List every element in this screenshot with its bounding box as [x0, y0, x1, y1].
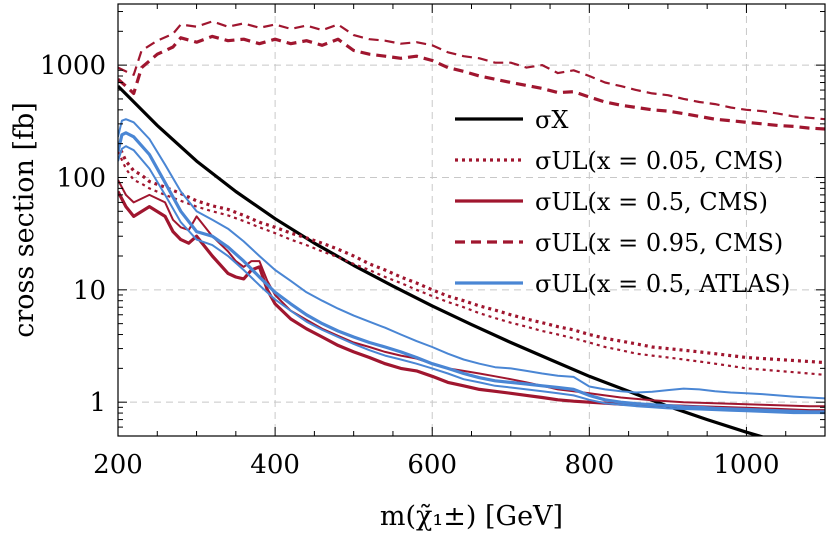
y-tick-label: 1000: [40, 51, 106, 81]
legend-label-0: σX: [535, 106, 568, 134]
series-line-4: [118, 151, 825, 376]
legend-label-1: σUL(x = 0.05, CMS): [535, 147, 783, 175]
y-tick-label: 100: [56, 163, 106, 193]
series-line-7: [118, 131, 825, 414]
legend-label-3: σUL(x = 0.95, CMS): [535, 229, 783, 257]
x-tick-label: 400: [250, 450, 300, 480]
series-line-2: [118, 34, 825, 131]
series-line-8: [118, 118, 825, 400]
y-tick-label: 10: [73, 276, 106, 306]
series-line-3: [118, 143, 825, 365]
y-tick-label: 1: [89, 388, 106, 418]
series-line-9: [118, 145, 825, 415]
series-line-1: [118, 20, 825, 121]
x-tick-label: 600: [407, 450, 457, 480]
ticks: 200 400 600 800 1000 1 10 100 1000: [40, 4, 826, 480]
legend-label-4: σUL(x = 0.5, ATLAS): [535, 270, 790, 298]
x-tick-label: 1000: [713, 450, 779, 480]
x-tick-label: 800: [565, 450, 615, 480]
series-lines: [118, 20, 825, 436]
y-axis-title: cross section [fb]: [9, 102, 40, 338]
legend: σX σUL(x = 0.05, CMS) σUL(x = 0.5, CMS) σUL…: [455, 106, 790, 298]
legend-label-2: σUL(x = 0.5, CMS): [535, 188, 768, 216]
x-axis-title: m(χ̃₁±) [GeV]: [380, 501, 563, 532]
x-tick-label: 200: [93, 450, 143, 480]
